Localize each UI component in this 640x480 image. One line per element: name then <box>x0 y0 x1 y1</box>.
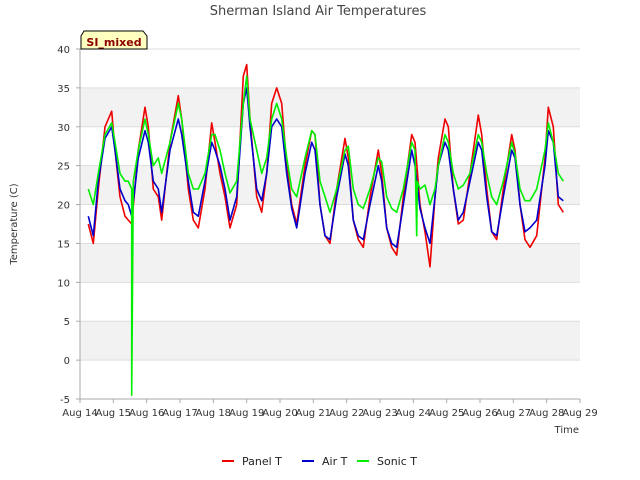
x-tick-label: Aug 28 <box>529 408 564 419</box>
y-tick-label: 15 <box>57 239 70 250</box>
y-tick-label: 5 <box>64 317 70 328</box>
series-lines <box>87 63 564 396</box>
y-tick-label: 35 <box>57 84 70 95</box>
background-band <box>80 126 580 166</box>
x-tick-label: Aug 21 <box>296 408 331 419</box>
x-tick-label: Aug 17 <box>162 408 197 419</box>
background-bands <box>80 49 580 399</box>
chart-title: Sherman Island Air Temperatures <box>210 4 427 19</box>
y-tick-label: 10 <box>57 278 70 289</box>
background-band <box>80 243 580 283</box>
x-tick-label: Aug 22 <box>329 408 364 419</box>
background-band <box>80 282 580 322</box>
background-band <box>80 321 580 361</box>
y-tick-labels: -5 0 5 10 15 20 25 30 35 40 <box>57 45 80 406</box>
y-tick-label: 20 <box>57 201 70 212</box>
background-band <box>80 360 580 399</box>
x-tick-label: Aug 19 <box>229 408 264 419</box>
x-tick-label: Aug 27 <box>496 408 531 419</box>
y-axis-label: Temperature (C) <box>9 183 20 265</box>
legend: Panel T Air T Sonic T <box>222 455 417 468</box>
x-tick-label: Aug 29 <box>562 408 597 419</box>
x-tick-label: Aug 26 <box>462 408 497 419</box>
y-tick-label: 30 <box>57 123 70 134</box>
background-band <box>80 87 580 127</box>
legend-label: Panel T <box>242 455 282 468</box>
x-tick-label: Aug 20 <box>262 408 297 419</box>
x-tick-label: Aug 18 <box>196 408 231 419</box>
legend-label: Air T <box>322 455 348 468</box>
x-tick-label: Aug 16 <box>129 408 164 419</box>
series-line-sonic-t <box>87 75 564 396</box>
x-tick-label: Aug 24 <box>396 408 431 419</box>
x-axis-label: Time <box>554 425 579 436</box>
axes <box>79 49 580 400</box>
x-tick-label: Aug 14 <box>62 408 97 419</box>
y-tick-label: 0 <box>64 356 70 367</box>
y-tick-label: 40 <box>57 45 70 56</box>
site-badge-label: SI_mixed <box>86 36 141 49</box>
x-tick-label: Aug 23 <box>362 408 397 419</box>
site-badge-shape <box>80 30 148 50</box>
background-band <box>80 49 580 88</box>
site-badge: SI_mixed <box>80 30 148 50</box>
y-tick-label: -5 <box>60 395 70 406</box>
series-line-air-t <box>87 87 564 249</box>
x-tick-label: Aug 15 <box>96 408 131 419</box>
x-tick-label: Aug 25 <box>429 408 464 419</box>
y-tick-label: 25 <box>57 162 70 173</box>
legend-label: Sonic T <box>377 455 417 468</box>
